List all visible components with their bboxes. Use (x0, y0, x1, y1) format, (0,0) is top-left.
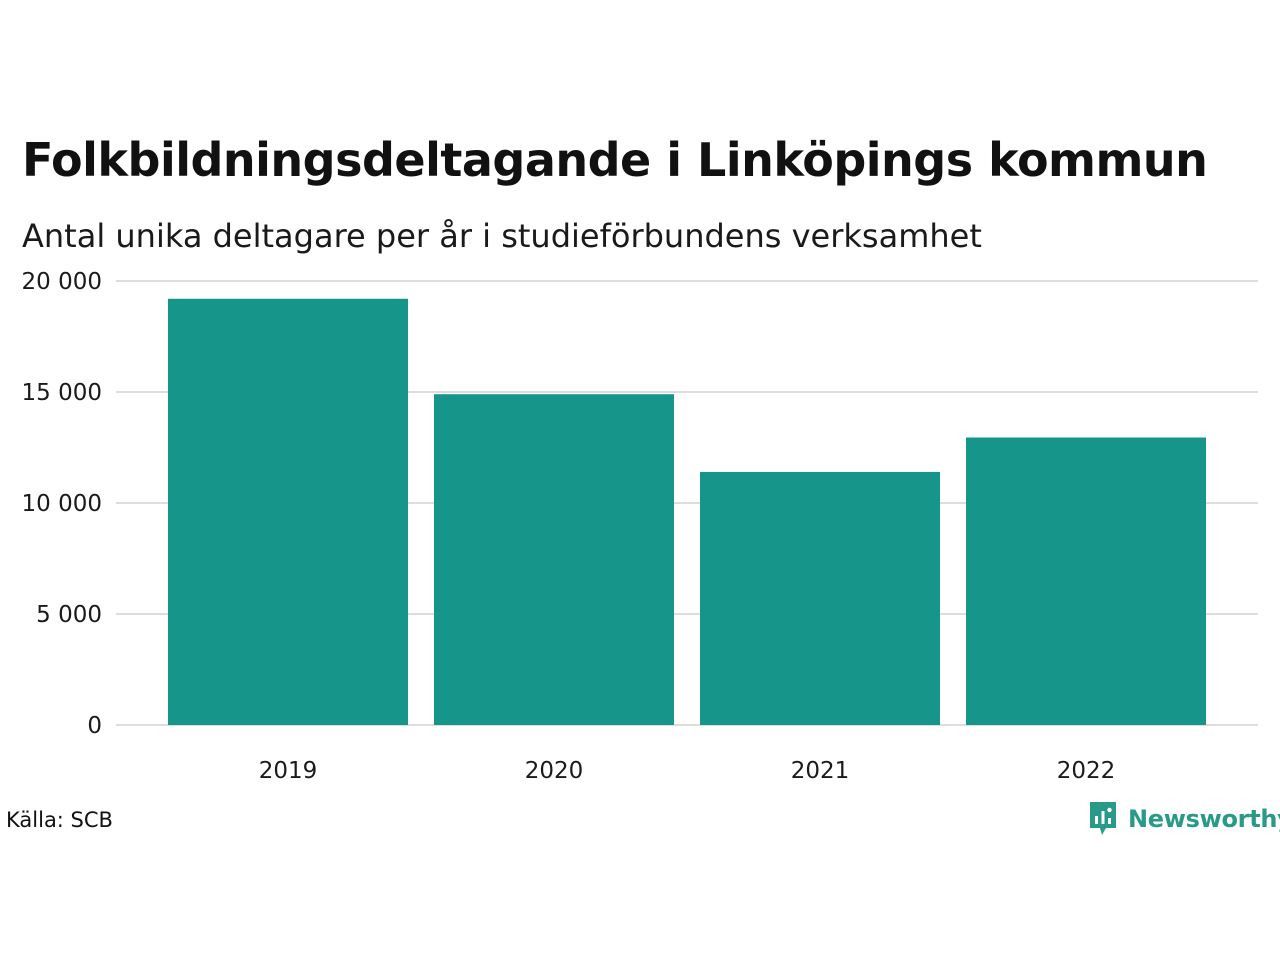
brand-name: Newsworthy (1128, 805, 1280, 833)
bar-2021 (700, 471, 940, 725)
newsworthy-icon (1090, 802, 1116, 835)
x-tick-label: 2022 (1057, 758, 1116, 784)
bar-2020 (434, 394, 674, 725)
bars (168, 298, 1206, 725)
y-tick-label: 20 000 (22, 269, 102, 295)
y-tick-label: 0 (87, 713, 102, 739)
x-tick-label: 2020 (525, 758, 584, 784)
x-axis-ticks: 2019 2020 2021 2022 (259, 758, 1116, 784)
x-tick-label: 2019 (259, 758, 318, 784)
newsworthy-logo: Newsworthy (1088, 800, 1280, 838)
bar-2019 (168, 298, 408, 725)
y-tick-label: 10 000 (22, 491, 102, 517)
chart-subtitle: Antal unika deltagare per år i studieför… (22, 217, 982, 255)
source-note: Källa: SCB (6, 808, 113, 832)
chart-title: Folkbildningsdeltagande i Linköpings kom… (22, 133, 1208, 187)
y-axis-ticks: 0 5 000 10 000 15 000 20 000 (22, 269, 102, 739)
bar-2022 (966, 437, 1206, 725)
x-tick-label: 2021 (791, 758, 850, 784)
y-tick-label: 5 000 (36, 602, 102, 628)
y-tick-label: 15 000 (22, 380, 102, 406)
